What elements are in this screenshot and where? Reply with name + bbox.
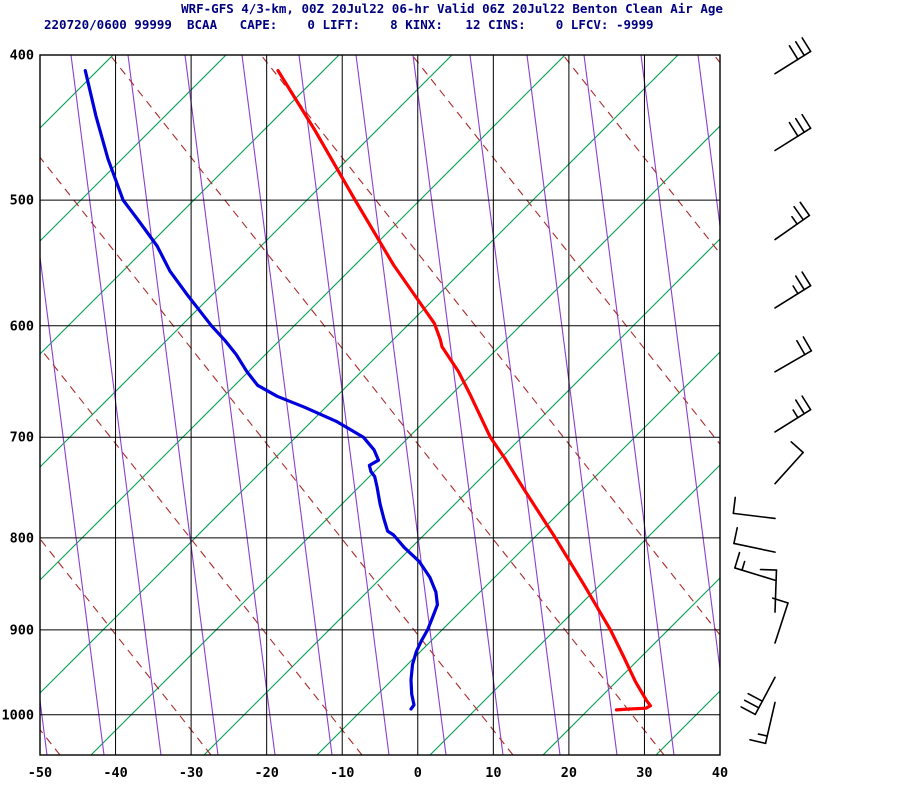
wind-barb: [732, 496, 776, 520]
green-diagonal-line: [40, 55, 227, 242]
wind-barb: [774, 440, 804, 485]
darkred-dashed-line: [40, 538, 212, 755]
green-diagonal-line: [203, 238, 720, 755]
temperature-tick-label: 10: [485, 765, 501, 781]
pressure-tick-label: 1000: [1, 707, 34, 723]
purple-steep-line: [412, 55, 504, 755]
green-diagonal-line: [429, 464, 720, 755]
pressure-tick-label: 900: [10, 622, 34, 638]
pressure-tick-label: 600: [10, 318, 34, 334]
wind-barb: [740, 676, 776, 716]
purple-steep-line: [697, 55, 720, 231]
darkred-dashed-line: [40, 156, 514, 755]
green-diagonal-line: [40, 55, 566, 581]
temperature-tick-label: -40: [103, 765, 127, 781]
purple-steep-line: [355, 55, 447, 755]
temperature-tick-label: -10: [330, 765, 354, 781]
wind-barb: [774, 271, 812, 309]
dewpoint-trace: [83, 68, 439, 711]
background-reference-lines: [40, 55, 845, 755]
wind-barb: [774, 201, 811, 241]
wind-barb: [749, 701, 776, 745]
wind-barb: [733, 526, 776, 553]
darkred-dashed-line: [562, 55, 720, 255]
wind-barb: [774, 395, 812, 433]
plot-border: [39, 54, 721, 756]
purple-steep-line: [184, 55, 276, 755]
temperature-trace: [276, 68, 653, 712]
purple-steep-line: [40, 252, 105, 755]
pressure-tick-label: 400: [10, 48, 34, 64]
pressure-tick-label: 800: [10, 530, 34, 546]
darkred-dashed-line: [40, 347, 363, 755]
wind-barb: [771, 597, 789, 644]
purple-steep-line: [755, 55, 845, 755]
green-diagonal-line: [40, 55, 679, 694]
wind-barb-column: [732, 37, 813, 745]
temperature-tick-label: -30: [179, 765, 203, 781]
wind-barb: [759, 568, 778, 613]
purple-steep-line: [526, 55, 618, 755]
grid: [39, 54, 721, 756]
green-diagonal-line: [40, 55, 453, 468]
darkred-dashed-line: [260, 55, 720, 636]
green-diagonal-line: [40, 55, 340, 355]
purple-steep-line: [583, 55, 675, 755]
purple-steep-line: [298, 55, 390, 755]
green-diagonal-line: [40, 55, 114, 129]
temperature-tick-label: -50: [28, 765, 52, 781]
green-diagonal-line: [316, 351, 720, 755]
green-diagonal-line: [90, 125, 720, 755]
wind-barb: [774, 336, 813, 373]
wind-barb: [774, 113, 812, 152]
temperature-tick-label: 20: [561, 765, 577, 781]
green-diagonal-line: [655, 690, 720, 755]
purple-steep-line: [127, 55, 219, 755]
wind-barb: [734, 551, 776, 582]
darkred-dashed-line: [411, 55, 720, 446]
temperature-tick-label: -20: [254, 765, 278, 781]
temperature-tick-label: 40: [712, 765, 728, 781]
darkred-dashed-line: [40, 728, 61, 755]
pressure-tick-label: 700: [10, 430, 34, 446]
chart-title: WRF-GFS 4/3-km, 00Z 20Jul22 06-hr Valid …: [181, 1, 723, 16]
temperature-tick-label: 0: [414, 765, 422, 781]
chart-stats-line: 220720/0600 99999 BCAA CAPE: 0 LIFT: 8 K…: [44, 17, 654, 32]
axis-labels: 400 500 600 700 800 900 1000 -50 -40 -30 -20 -10 0 10…: [1, 48, 728, 782]
green-diagonal-line: [542, 577, 720, 755]
purple-steep-line: [241, 55, 333, 755]
darkred-dashed-line: [109, 55, 665, 755]
pressure-tick-label: 500: [10, 193, 34, 209]
wind-barb: [774, 37, 812, 75]
purple-steep-line: [469, 55, 561, 755]
temperature-tick-label: 30: [636, 765, 652, 781]
